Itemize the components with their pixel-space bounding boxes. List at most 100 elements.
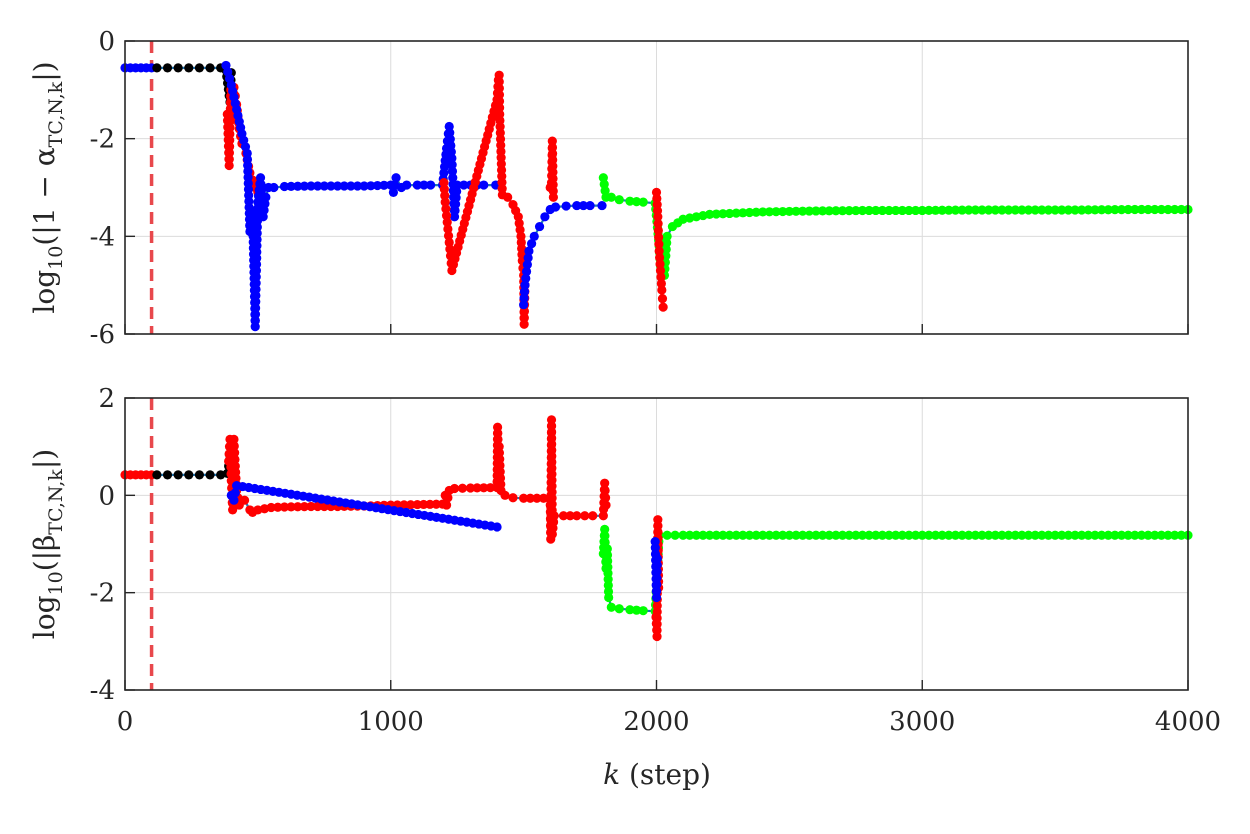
data-point <box>997 205 1007 215</box>
data-point <box>524 246 534 256</box>
data-point <box>402 180 412 190</box>
data-point <box>791 530 801 540</box>
data-point <box>751 530 761 540</box>
data-point <box>811 206 821 216</box>
data-point <box>977 530 987 540</box>
data-point <box>525 493 535 503</box>
stem-line <box>602 529 1188 613</box>
data-point <box>891 530 901 540</box>
y-tick-label: 0 <box>98 481 115 511</box>
data-point <box>448 173 458 183</box>
data-point <box>443 493 453 503</box>
data-point <box>293 181 303 191</box>
data-point <box>173 63 183 73</box>
data-point <box>266 502 276 513</box>
data-point <box>598 511 608 521</box>
data-point <box>346 181 356 191</box>
y-tick-label: 0 <box>98 27 115 57</box>
data-point <box>1163 204 1173 215</box>
data-point <box>1143 204 1153 215</box>
data-point <box>479 180 489 190</box>
data-point <box>837 530 848 540</box>
data-point <box>657 285 667 295</box>
data-point <box>798 530 808 540</box>
data-point <box>494 77 504 87</box>
data-point <box>857 530 868 540</box>
data-point <box>1097 205 1107 215</box>
data-point <box>503 192 513 202</box>
data-point <box>662 238 672 248</box>
data-point <box>904 530 914 540</box>
data-point <box>924 205 934 215</box>
data-point <box>1143 530 1153 540</box>
data-point <box>784 206 794 217</box>
data-point <box>1063 205 1074 215</box>
series-4 <box>439 70 530 329</box>
data-point <box>1070 205 1080 215</box>
data-point <box>600 524 610 535</box>
data-point <box>269 182 279 193</box>
data-point <box>440 197 450 207</box>
data-point <box>239 495 250 505</box>
data-point <box>631 605 642 615</box>
data-point <box>724 208 735 219</box>
data-point <box>652 573 662 583</box>
data-point <box>419 180 429 190</box>
data-point <box>778 530 788 540</box>
y-axis-label: log10(|βTC,N,k|) <box>28 449 67 639</box>
data-point <box>230 454 240 465</box>
data-point <box>162 470 173 480</box>
data-point <box>1004 530 1014 540</box>
data-point <box>441 210 452 221</box>
x-axis-label: k (step) <box>603 758 711 791</box>
data-point <box>313 501 323 512</box>
series-8 <box>651 187 668 312</box>
data-point <box>558 511 569 521</box>
data-point <box>279 502 290 512</box>
data-point <box>771 207 781 217</box>
data-point <box>656 278 666 289</box>
data-point <box>442 217 452 227</box>
data-point <box>871 205 881 216</box>
data-point <box>519 313 529 323</box>
data-point <box>1083 530 1093 540</box>
data-point <box>831 206 841 216</box>
data-point <box>718 530 728 540</box>
data-point <box>485 483 496 493</box>
data-point <box>1116 530 1127 540</box>
data-point <box>606 192 616 202</box>
data-point <box>844 530 854 540</box>
data-point <box>654 232 664 242</box>
data-point <box>631 197 642 207</box>
data-point <box>744 207 755 218</box>
data-point <box>606 602 616 612</box>
data-point <box>313 181 323 191</box>
data-point <box>1030 205 1040 215</box>
series-0 <box>120 63 157 73</box>
data-point <box>600 493 611 503</box>
data-point <box>738 530 748 540</box>
data-point <box>519 293 529 303</box>
stem-line <box>522 204 602 305</box>
series-6 <box>650 536 662 603</box>
y-tick-label: 2 <box>98 384 115 414</box>
data-point <box>426 180 436 190</box>
data-point <box>654 239 664 249</box>
data-point <box>1077 205 1087 215</box>
data-point <box>731 208 741 218</box>
data-point <box>957 205 967 215</box>
data-point <box>653 212 663 222</box>
data-point <box>472 483 482 493</box>
data-point <box>1023 530 1034 540</box>
data-point <box>944 205 954 215</box>
data-point <box>447 160 457 170</box>
data-point <box>519 319 529 329</box>
data-point <box>698 530 708 540</box>
data-point <box>440 191 450 201</box>
data-point <box>1010 205 1020 215</box>
data-point <box>194 63 205 73</box>
data-point <box>255 173 266 183</box>
data-point <box>1037 530 1047 540</box>
data-point <box>678 530 688 540</box>
data-point <box>293 502 303 512</box>
